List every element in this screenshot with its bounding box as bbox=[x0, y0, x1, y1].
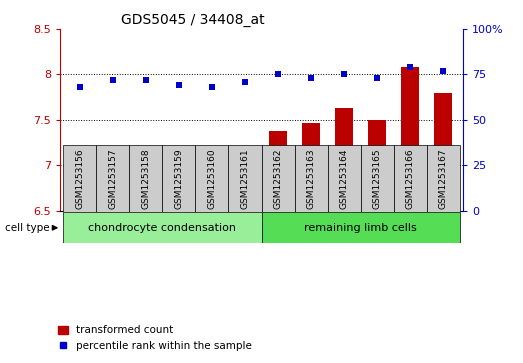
Text: GSM1253156: GSM1253156 bbox=[75, 148, 84, 209]
Bar bbox=[401, 67, 419, 211]
Bar bbox=[163, 145, 196, 212]
Text: chondrocyte condensation: chondrocyte condensation bbox=[88, 223, 236, 233]
Text: GSM1253161: GSM1253161 bbox=[241, 148, 249, 209]
Bar bbox=[236, 168, 254, 211]
Bar bbox=[130, 145, 163, 212]
Point bbox=[76, 84, 84, 90]
Legend: transformed count, percentile rank within the sample: transformed count, percentile rank withi… bbox=[58, 325, 252, 351]
Bar bbox=[63, 145, 96, 212]
Bar bbox=[71, 199, 89, 211]
Point bbox=[307, 75, 315, 81]
Text: GSM1253158: GSM1253158 bbox=[141, 148, 151, 209]
Bar bbox=[434, 93, 452, 211]
Bar bbox=[203, 204, 221, 211]
Bar bbox=[196, 145, 229, 212]
Bar bbox=[269, 131, 287, 211]
Text: GSM1253167: GSM1253167 bbox=[439, 148, 448, 209]
Point bbox=[241, 79, 249, 85]
Bar bbox=[335, 108, 353, 211]
Bar bbox=[229, 145, 262, 212]
Bar bbox=[104, 151, 122, 211]
Text: GSM1253164: GSM1253164 bbox=[339, 148, 348, 209]
Text: GSM1253157: GSM1253157 bbox=[108, 148, 118, 209]
Point bbox=[340, 72, 348, 77]
Text: remaining limb cells: remaining limb cells bbox=[304, 223, 417, 233]
Point bbox=[406, 64, 414, 70]
Bar bbox=[294, 145, 327, 212]
Bar bbox=[262, 212, 460, 243]
Point bbox=[109, 77, 117, 83]
Bar bbox=[137, 147, 155, 211]
Text: GSM1253166: GSM1253166 bbox=[405, 148, 415, 209]
Text: GSM1253165: GSM1253165 bbox=[372, 148, 382, 209]
Point bbox=[274, 72, 282, 77]
Text: GSM1253159: GSM1253159 bbox=[175, 148, 184, 209]
Bar bbox=[63, 212, 262, 243]
Bar bbox=[427, 145, 460, 212]
Text: GSM1253162: GSM1253162 bbox=[274, 148, 282, 209]
Text: cell type: cell type bbox=[5, 223, 50, 233]
Point bbox=[439, 68, 447, 74]
Point bbox=[142, 77, 150, 83]
Bar bbox=[327, 145, 360, 212]
Bar bbox=[302, 123, 320, 211]
Bar bbox=[368, 120, 386, 211]
Bar bbox=[360, 145, 393, 212]
Text: GDS5045 / 34408_at: GDS5045 / 34408_at bbox=[120, 13, 264, 26]
Bar bbox=[170, 188, 188, 211]
Bar bbox=[96, 145, 130, 212]
Point bbox=[175, 82, 183, 88]
Text: GSM1253163: GSM1253163 bbox=[306, 148, 315, 209]
Point bbox=[208, 84, 216, 90]
Text: GSM1253160: GSM1253160 bbox=[208, 148, 217, 209]
Point bbox=[373, 75, 381, 81]
Bar bbox=[393, 145, 427, 212]
Bar bbox=[262, 145, 294, 212]
